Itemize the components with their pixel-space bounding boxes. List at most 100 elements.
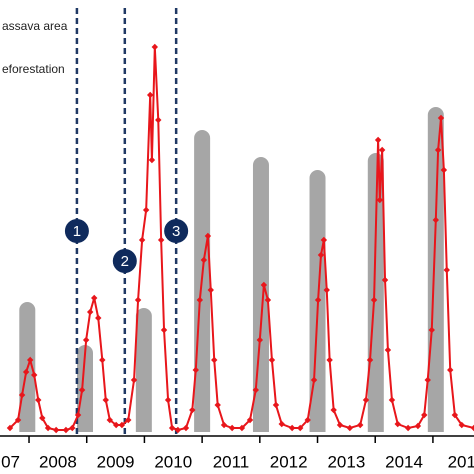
marker [148,156,156,164]
event-marker [164,219,189,243]
marker [168,424,176,432]
marker [130,376,138,384]
marker [323,286,330,294]
marker [39,414,46,422]
marker [314,296,322,304]
event-marker [112,249,137,273]
legend-label: assava area [2,19,68,33]
marker [440,166,448,174]
marker [214,401,221,409]
marker [376,196,384,204]
marker [220,421,228,429]
marker [362,396,370,404]
marker [470,424,474,432]
x-tick-label: 2011 [213,452,250,471]
marker [434,146,442,154]
marker [443,266,450,274]
marker [142,206,150,214]
marker [35,396,42,404]
marker [278,420,285,428]
marker [134,296,142,304]
marker [52,426,60,434]
marker [458,421,465,429]
marker [164,396,172,404]
marker [106,416,114,424]
marker [268,356,276,364]
marker [304,416,311,424]
marker [91,294,98,302]
marker [246,416,254,424]
marker [288,424,296,432]
marker [82,336,90,344]
marker [346,424,354,432]
marker [414,422,422,430]
marker [6,424,14,432]
marker [228,424,236,432]
marker [74,411,82,419]
marker [317,251,325,259]
marker [86,308,94,316]
marker [125,416,132,424]
marker [297,424,304,432]
x-tick-label: 2013 [327,452,365,471]
marker [196,296,204,304]
marker [26,356,34,364]
marker [69,424,76,432]
marker [44,424,52,432]
legend-label: eforestation [2,62,65,76]
marker [78,386,86,394]
marker [428,326,435,334]
x-tick-label: 2010 [154,452,192,471]
marker [330,406,337,414]
marker [62,426,70,434]
marker [192,366,199,374]
event-label: 3 [172,223,180,240]
marker [31,371,38,379]
marker [388,396,396,404]
x-tick-label: 2009 [97,452,135,471]
marker [204,232,212,240]
marker [370,296,378,304]
marker [151,43,159,51]
marker [238,424,246,432]
marker [404,424,412,432]
event-label: 2 [121,253,129,270]
event-marker [64,219,89,243]
marker [14,416,22,424]
x-tick-label: 2014 [385,452,423,471]
marker [421,411,428,419]
marker [252,386,259,394]
marker [18,391,26,399]
marker [112,421,120,429]
x-tick-label: 07 [1,452,20,471]
marker [189,406,196,414]
marker [378,146,386,154]
marker [118,421,126,429]
event-label: 1 [73,223,81,240]
marker [22,368,30,376]
marker [384,346,392,354]
marker [326,356,333,364]
marker [95,314,102,322]
marker [394,420,401,428]
marker [138,236,146,244]
marker [336,421,344,429]
marker [182,424,190,432]
x-tick-label: 201 [448,452,474,471]
marker [447,366,454,374]
marker [320,236,328,244]
line [9,46,474,432]
marker [157,236,165,244]
marker [99,356,106,364]
marker [272,401,280,409]
marker [374,136,382,144]
marker [260,281,268,289]
marker [310,376,318,384]
marker [160,326,168,334]
bar [427,107,444,432]
marker [102,396,109,404]
bar [76,345,93,432]
marker [146,91,154,99]
marker [432,216,440,224]
